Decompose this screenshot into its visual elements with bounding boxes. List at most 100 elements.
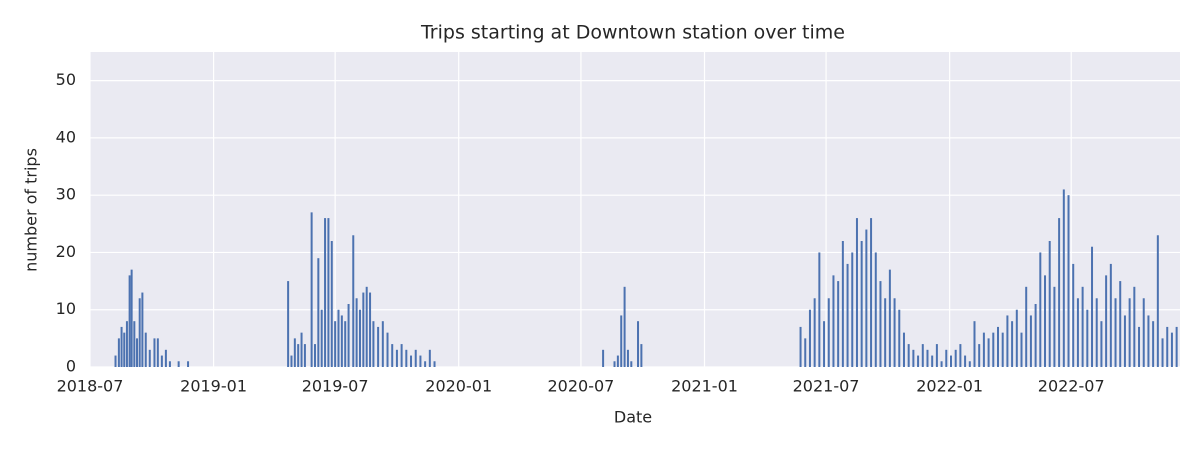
grid (89, 52, 1180, 368)
bar (358, 309, 361, 367)
bar (136, 338, 139, 367)
bar (177, 361, 180, 367)
bar (400, 344, 403, 367)
bar (1011, 321, 1014, 367)
bar (337, 309, 340, 367)
bar (945, 349, 948, 367)
bar (372, 321, 375, 367)
bar (1072, 263, 1075, 367)
bar (160, 355, 163, 367)
x-axis-label: Date (614, 408, 652, 427)
bar (369, 292, 372, 367)
bar (297, 344, 300, 367)
bar (823, 321, 826, 367)
bar (410, 355, 413, 367)
bar (996, 326, 999, 367)
bar (1105, 275, 1108, 367)
bar (841, 241, 844, 367)
bar (414, 349, 417, 367)
bar (893, 298, 896, 367)
bar (640, 344, 643, 367)
bar (1114, 298, 1117, 367)
bar (879, 281, 882, 367)
bars (114, 189, 1178, 367)
bar (128, 275, 131, 367)
bar (921, 344, 924, 367)
bar (1170, 332, 1173, 367)
plot-background (90, 52, 1180, 367)
x-tick-label: 2020-07 (548, 377, 615, 396)
bar (164, 349, 167, 367)
bar (327, 218, 330, 367)
bar (381, 321, 384, 367)
bar (837, 281, 840, 367)
bar (874, 252, 877, 367)
bar (1044, 275, 1047, 367)
bar (386, 332, 389, 367)
bar (153, 338, 156, 367)
bar (902, 332, 905, 367)
bar (959, 344, 962, 367)
bar (613, 361, 616, 367)
bar (344, 321, 347, 367)
bar (623, 286, 626, 367)
bar (884, 298, 887, 367)
bar (1109, 263, 1112, 367)
bar (355, 298, 358, 367)
bar (1067, 195, 1070, 367)
bar (851, 252, 854, 367)
x-tick-label: 2019-07 (302, 377, 369, 396)
bar (888, 269, 891, 367)
bar (324, 218, 327, 367)
bar (130, 269, 133, 367)
bar (303, 344, 306, 367)
bar (300, 332, 303, 367)
y-axis-label: number of trips (22, 148, 41, 272)
bar (320, 309, 323, 367)
bar (630, 361, 633, 367)
bar (1048, 241, 1051, 367)
bar (602, 349, 605, 367)
bar (1138, 326, 1141, 367)
bar (964, 355, 967, 367)
bar (362, 292, 365, 367)
bar (637, 321, 640, 367)
bar (949, 355, 952, 367)
bar (954, 349, 957, 367)
bar (616, 355, 619, 367)
bar (620, 315, 623, 367)
bar (1166, 326, 1169, 367)
bar (1091, 246, 1094, 367)
y-tick-label: 50 (56, 70, 76, 89)
bar (813, 298, 816, 367)
bar (799, 326, 802, 367)
bar (1161, 338, 1164, 367)
y-tick-label: 20 (56, 242, 76, 261)
y-tick-label: 40 (56, 127, 76, 146)
x-tick-label: 2022-07 (1038, 377, 1105, 396)
bar (377, 326, 380, 367)
bar (365, 286, 368, 367)
bar (114, 355, 117, 367)
bar (973, 321, 976, 367)
bar (347, 304, 350, 367)
y-tick-label: 30 (56, 185, 76, 204)
bar (138, 298, 141, 367)
bar (433, 361, 436, 367)
bar (912, 349, 915, 367)
bar (1086, 309, 1089, 367)
bar (992, 332, 995, 367)
bar (290, 355, 293, 367)
bar (1001, 332, 1004, 367)
bar (334, 321, 337, 367)
bar (935, 344, 938, 367)
bar (317, 258, 320, 367)
bar (818, 252, 821, 367)
bar (1100, 321, 1103, 367)
bar (1058, 218, 1061, 367)
y-tick-label: 0 (66, 357, 76, 376)
bar (1034, 304, 1037, 367)
x-tick-label: 2020-01 (425, 377, 492, 396)
bar (1081, 286, 1084, 367)
chart-title: Trips starting at Downtown station over … (420, 22, 845, 44)
